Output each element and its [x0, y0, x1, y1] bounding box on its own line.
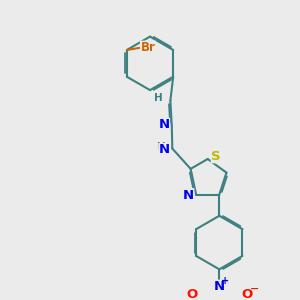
Text: O: O	[241, 288, 252, 300]
Text: −: −	[250, 284, 259, 293]
Text: N: N	[214, 280, 225, 293]
Text: N: N	[158, 118, 169, 131]
Text: H: H	[157, 142, 165, 152]
Text: O: O	[186, 288, 198, 300]
Text: H: H	[154, 93, 163, 103]
Text: Br: Br	[140, 41, 155, 54]
Text: N: N	[183, 189, 194, 202]
Text: S: S	[212, 150, 221, 163]
Text: N: N	[159, 143, 170, 157]
Text: +: +	[221, 276, 229, 286]
